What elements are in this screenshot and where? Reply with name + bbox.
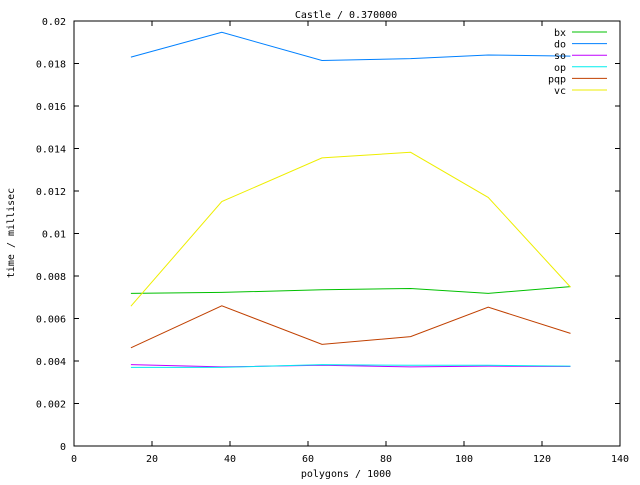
- series-line-bx: [130, 286, 571, 294]
- legend-label-bx: bx: [554, 28, 566, 39]
- axes: 0 20 40 60 80 100 120 140 0 0.002 0.004 0.006 0.008 0…: [36, 17, 629, 465]
- y-tick-label: 0.016: [36, 102, 66, 113]
- y-tick-label: 0.014: [36, 145, 66, 156]
- y-axis-title: time / millisec: [6, 188, 17, 278]
- y-tick-label: 0.018: [36, 60, 66, 71]
- legend-label-pqp: pqp: [548, 74, 566, 85]
- series-line-so: [130, 364, 571, 368]
- x-tick-label: 100: [455, 454, 473, 465]
- y-tick-label: 0.006: [36, 315, 66, 326]
- x-tick-label: 40: [224, 454, 236, 465]
- series-lines: [130, 31, 571, 368]
- y-tick-label: 0.004: [36, 357, 66, 368]
- y-tick-label: 0.008: [36, 272, 66, 283]
- series-line-op: [130, 364, 571, 368]
- legend-label-so: so: [554, 51, 566, 62]
- x-tick-label: 20: [146, 454, 158, 465]
- y-tick-label: 0.012: [36, 187, 66, 198]
- series-line-vc: [130, 151, 571, 307]
- legend-label-vc: vc: [554, 86, 566, 97]
- legend-label-op: op: [554, 63, 566, 74]
- x-tick-label: 60: [302, 454, 314, 465]
- x-axis-title: polygons / 1000: [301, 469, 391, 480]
- legend-label-do: do: [554, 40, 566, 51]
- x-tick-label: 0: [71, 454, 77, 465]
- x-tick-label: 140: [611, 454, 629, 465]
- chart-title: Castle / 0.370000: [295, 10, 397, 21]
- y-tick-label: 0: [60, 442, 66, 453]
- y-tick-label: 0.002: [36, 400, 66, 411]
- series-line-pqp: [130, 305, 571, 349]
- x-tick-label: 120: [533, 454, 551, 465]
- y-tick-label: 0.01: [42, 230, 66, 241]
- series-line-do: [130, 31, 571, 62]
- x-tick-label: 80: [380, 454, 392, 465]
- y-tick-label: 0.02: [42, 17, 66, 28]
